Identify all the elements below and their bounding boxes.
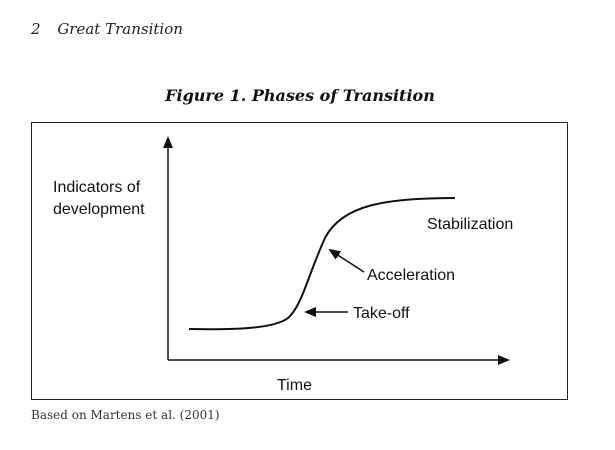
x-axis-label: Time [277, 377, 312, 394]
figure-caption: Based on Martens et al. (2001) [31, 408, 220, 422]
page-number: 2 [31, 20, 41, 38]
stabilization-label: Stabilization [427, 216, 513, 233]
running-header: 2 Great Transition [31, 20, 183, 38]
y-axis-label-line1: Indicators of [53, 179, 141, 196]
takeoff-label: Take-off [353, 305, 410, 322]
running-title: Great Transition [57, 20, 183, 38]
figure-frame [31, 122, 568, 400]
acceleration-label: Acceleration [367, 267, 455, 284]
acceleration-arrow [328, 248, 365, 273]
transition-curve [188, 197, 456, 331]
y-axis-label-line2: development [53, 201, 145, 218]
figure-title: Figure 1. Phases of Transition [165, 86, 435, 105]
